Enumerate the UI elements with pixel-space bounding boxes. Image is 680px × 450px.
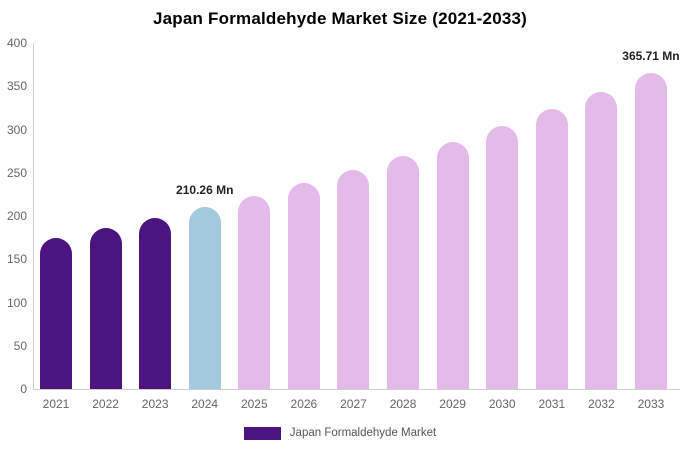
x-tick-label-2029: 2029 [439,397,466,411]
x-tick-label-2026: 2026 [290,397,318,411]
bar-2025 [238,195,271,389]
x-tick-label-2033: 2033 [637,397,665,411]
bar-2024 [188,207,221,389]
legend-swatch [243,426,281,440]
x-axis-line [33,389,680,390]
bar-2029 [436,141,469,389]
legend[interactable]: Japan Formaldehyde Market [0,425,680,441]
bar-2022 [89,228,122,389]
x-tick-label-2025: 2025 [240,397,268,411]
x-tick-label-2023: 2023 [141,397,169,411]
y-tick-label: 200 [6,209,27,223]
x-tick-label-2024: 2024 [191,397,219,411]
y-tick-label: 250 [6,165,27,180]
data-label-2033: 365.71 Mn [622,48,680,63]
y-tick-label: 350 [6,79,27,94]
y-tick-label: 0 [20,382,27,396]
bar-2033 [634,72,667,389]
bar-2027 [337,170,370,389]
x-tick-label-2030: 2030 [488,397,516,411]
bar-2030 [486,125,519,389]
x-tick-label-2027: 2027 [340,397,367,411]
x-tick-label-2028: 2028 [389,397,417,411]
bar-2026 [287,183,320,389]
y-tick-label: 50 [13,338,27,353]
y-tick-label: 150 [6,252,27,267]
bar-2021 [40,237,72,389]
legend-label: Japan Formaldehyde Market [289,427,437,439]
bar-2023 [139,217,172,389]
x-tick-label-2021: 2021 [42,397,70,411]
chart-title: Japan Formaldehyde Market Size (2021-203… [152,9,528,28]
bar-2028 [387,156,420,389]
y-axis-line [33,43,34,390]
bar-2031 [535,109,568,389]
x-tick-label-2022: 2022 [92,397,119,411]
x-tick-label-2031: 2031 [538,397,566,411]
y-tick-label: 400 [6,36,27,50]
y-tick-label: 300 [6,122,27,137]
data-label-2024: 210.26 Mn [176,183,234,198]
x-tick-label-2032: 2032 [588,397,615,411]
y-tick-label: 100 [6,295,27,310]
bar-2032 [585,91,618,389]
